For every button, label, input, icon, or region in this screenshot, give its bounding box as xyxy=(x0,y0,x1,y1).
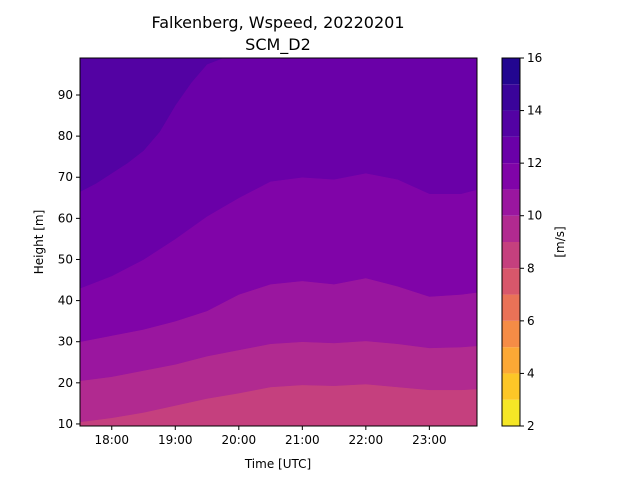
colorbar-tick-label: 10 xyxy=(527,209,542,223)
colorbar-tick-label: 12 xyxy=(527,156,542,170)
y-axis: 10 20 30 40 50 60 70 80 90 xyxy=(58,88,80,431)
x-axis: 18:00 19:00 20:00 21:00 22:00 23:00 xyxy=(94,426,447,447)
colorbar-tick-label: 2 xyxy=(527,419,535,433)
contour-band-12-13 xyxy=(80,58,477,289)
plot-frame xyxy=(79,57,478,427)
y-tick-label: 50 xyxy=(58,252,73,266)
colorbar-swatch-9-10 xyxy=(502,215,520,242)
colorbar-swatch-13-14 xyxy=(502,110,520,137)
y-tick-label: 60 xyxy=(58,211,73,225)
colorbar-tick-label: 4 xyxy=(527,366,535,380)
colorbar-tick-label: 8 xyxy=(527,261,535,275)
colorbar-label: [m/s] xyxy=(553,226,567,257)
colorbar-swatches xyxy=(502,58,520,426)
contour-bands xyxy=(80,58,477,426)
colorbar-swatch-4-5 xyxy=(502,347,520,374)
colorbar-swatch-8-9 xyxy=(502,242,520,269)
y-tick-label: 80 xyxy=(58,129,73,143)
colorbar-swatch-3-4 xyxy=(502,373,520,400)
x-axis-label: Time [UTC] xyxy=(244,457,311,471)
y-tick-label: 10 xyxy=(58,417,73,431)
x-tick-label: 22:00 xyxy=(349,433,384,447)
colorbar-tick-label: 14 xyxy=(527,104,542,118)
x-tick-label: 19:00 xyxy=(158,433,193,447)
colorbar-tick-label: 16 xyxy=(527,51,542,65)
colorbar-frame xyxy=(501,57,521,427)
x-tick-label: 20:00 xyxy=(222,433,257,447)
colorbar-swatch-15-16 xyxy=(502,58,520,85)
y-tick-label: 30 xyxy=(58,335,73,349)
colorbar-swatch-5-6 xyxy=(502,320,520,348)
colorbar-swatch-10-11 xyxy=(502,189,520,216)
colorbar-swatch-14-15 xyxy=(502,84,520,111)
x-tick-label: 21:00 xyxy=(285,433,320,447)
y-axis-label: Height [m] xyxy=(32,210,46,275)
x-tick-label: 18:00 xyxy=(94,433,129,447)
y-tick-label: 40 xyxy=(58,294,73,308)
colorbar: 2 4 6 8 10 12 14 16 xyxy=(501,51,542,433)
colorbar-swatch-6-7 xyxy=(502,294,520,321)
y-tick-label: 70 xyxy=(58,170,73,184)
colorbar-swatch-11-12 xyxy=(502,163,520,190)
colorbar-ticks: 2 4 6 8 10 12 14 16 xyxy=(520,51,542,433)
colorbar-swatch-12-13 xyxy=(502,136,520,164)
y-tick-label: 90 xyxy=(58,88,73,102)
chart-title: Falkenberg, Wspeed, 20220201 xyxy=(151,13,404,32)
colorbar-swatch-2-3 xyxy=(502,399,520,426)
plot-area: 18:00 19:00 20:00 21:00 22:00 23:00 10 20 30 40 5… xyxy=(58,57,478,447)
colorbar-tick-label: 6 xyxy=(527,314,535,328)
y-tick-label: 20 xyxy=(58,376,73,390)
colorbar-swatch-7-8 xyxy=(502,268,520,295)
contour-band-13-14 xyxy=(80,58,239,192)
chart-subtitle: SCM_D2 xyxy=(245,35,311,55)
x-tick-label: 23:00 xyxy=(412,433,447,447)
